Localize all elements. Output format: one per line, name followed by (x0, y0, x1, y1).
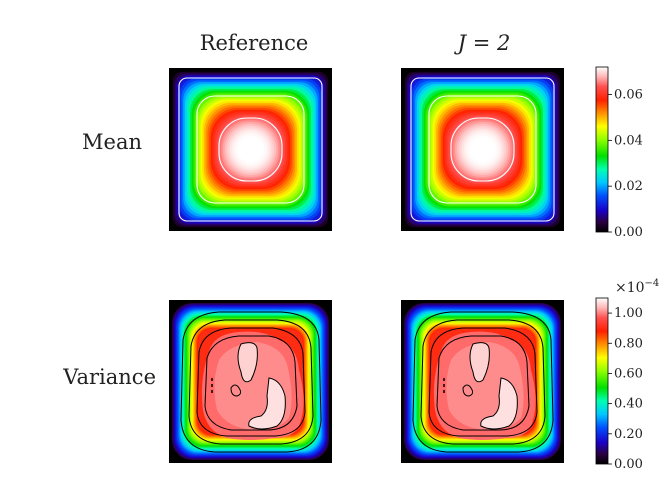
colorbar-tick-label: 0.40 (614, 397, 643, 412)
colorbar-mean: 0.00 0.02 0.04 0.06 (595, 66, 643, 240)
contour-line-3 (450, 117, 515, 182)
contour-line-3 (196, 327, 306, 437)
contour-line-3 (428, 327, 538, 437)
contour-line-1 (412, 311, 554, 453)
colorbar-tick-label: 0.04 (614, 133, 643, 148)
column-title-j2: J = 2 (457, 31, 511, 55)
heatmap-variance-j2 (401, 300, 564, 463)
high-blob-right (248, 377, 286, 430)
row-label-mean: Mean (82, 130, 142, 154)
heatmap-mean-reference (169, 68, 332, 231)
contour-line-1 (180, 311, 322, 453)
contour-line-3 (218, 117, 283, 182)
small-contour (230, 384, 242, 397)
contour-line-2 (428, 95, 537, 204)
colorbar-tick-label: 0.20 (614, 427, 643, 442)
colorbar-tick-label: 1.00 (614, 306, 643, 321)
colorbar-gradient (595, 66, 609, 233)
heatmap-cell (481, 148, 484, 151)
colorbar-tick-label: 0.00 (614, 225, 643, 240)
colorbar-tick-label: 0.80 (614, 336, 643, 351)
small-contour (462, 384, 474, 397)
high-blob-top (237, 342, 258, 383)
row-label-variance: Variance (63, 365, 156, 389)
colorbar-tick-label: 0.02 (614, 179, 643, 194)
heatmap-mean-j2 (401, 68, 564, 231)
high-blob-top (469, 342, 490, 383)
heatmap-variance-reference (169, 300, 332, 463)
heatmap-cell (249, 148, 252, 151)
contour-line-2 (188, 319, 314, 445)
contour-line-2 (420, 319, 546, 445)
colorbar-gradient (595, 297, 609, 465)
column-title-reference: Reference (199, 31, 309, 55)
contour-line-2 (196, 95, 305, 204)
high-blob-right (480, 377, 518, 430)
contour-line-1 (178, 77, 323, 222)
colorbar-variance: 0.00 0.20 0.40 0.60 0.80 1.00 ×10−4 (595, 278, 659, 472)
contour-line-1 (410, 77, 555, 222)
colorbar-tick-label: 0.00 (614, 457, 643, 472)
contour-line-4 (436, 335, 530, 431)
colorbar-exponent-power: −4 (645, 278, 660, 289)
colorbar-exponent-label: ×10−4 (615, 278, 659, 296)
contour-line-4 (204, 335, 298, 431)
colorbar-tick-label: 0.60 (614, 366, 643, 381)
colorbar-tick-label: 0.06 (614, 88, 643, 103)
